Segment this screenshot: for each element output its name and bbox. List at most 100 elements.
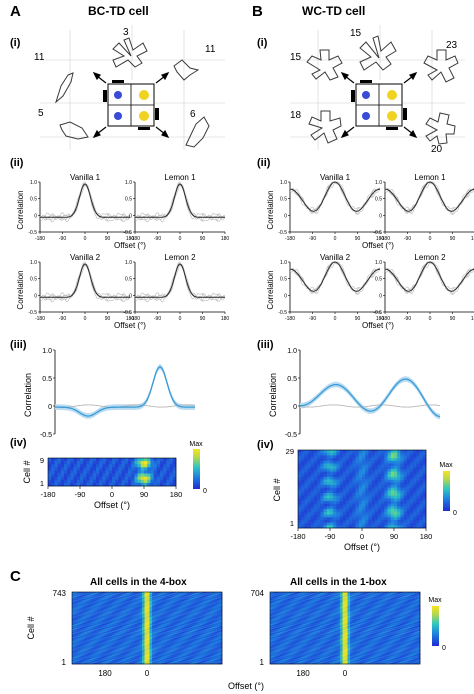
heat-cell: [374, 519, 379, 523]
heat-cell: [339, 471, 344, 475]
heat-cell: [107, 593, 110, 595]
heat-cell: [147, 606, 150, 608]
heat-cell: [406, 506, 411, 510]
heat-cell: [320, 490, 324, 494]
heat-cell: [184, 624, 188, 627]
heat-cell: [94, 612, 98, 614]
panel-title-b: WC-TD cell: [302, 4, 365, 18]
heat-cell: [89, 645, 93, 647]
heat-cell: [209, 596, 213, 598]
heat-cell: [314, 476, 318, 480]
heat-cell: [152, 594, 155, 596]
heat-cell: [197, 624, 200, 627]
heat-cell: [187, 642, 190, 644]
heat-cell: [117, 611, 120, 613]
heat-cell: [112, 638, 115, 640]
heat-cell: [413, 463, 417, 467]
heat-cell: [117, 623, 120, 626]
heat-cell: [107, 637, 110, 639]
heat-cell: [406, 511, 411, 515]
heat-cell: [323, 458, 328, 462]
heat-cell: [149, 596, 153, 598]
heat-cell: [358, 498, 363, 502]
heat-cell: [172, 617, 175, 620]
heat-cell: [381, 490, 385, 494]
heat-cell: [410, 463, 414, 467]
heat-cell: [157, 600, 160, 602]
heat-cell: [192, 609, 195, 611]
heat-cell: [82, 629, 85, 631]
heat-cell: [157, 602, 160, 604]
heat-cell: [416, 463, 420, 467]
heat-cell: [177, 615, 180, 617]
heat-cell: [139, 602, 143, 604]
cell-top-b: 29: [286, 447, 294, 456]
heat-cell: [362, 522, 366, 526]
heat-cell: [219, 601, 223, 603]
heat-cell: [317, 525, 321, 529]
heat-cell: [152, 614, 155, 616]
heat-cell: [381, 460, 385, 464]
heat-cell: [202, 596, 205, 598]
heat-cell: [67, 470, 71, 474]
heat-cell: [129, 609, 133, 611]
heat-cell: [202, 626, 205, 629]
heat-cell: [119, 629, 123, 631]
heat-cell: [97, 643, 100, 645]
heat-cell: [326, 458, 331, 462]
heat-cell: [92, 634, 95, 636]
heat-cell: [169, 620, 173, 623]
heat-cell: [109, 635, 113, 637]
heat-cell: [114, 635, 118, 637]
heat-cell: [310, 498, 315, 502]
heat-cell: [86, 464, 90, 468]
heat-cell: [342, 460, 347, 464]
heat-cell: [149, 628, 153, 630]
heat-cell: [89, 639, 93, 641]
heat-cell: [422, 493, 427, 497]
heat-cell: [169, 642, 173, 644]
heat-cell: [416, 503, 420, 507]
heat-cell: [94, 601, 98, 603]
heat-cell: [304, 452, 308, 456]
heat-cell: [416, 501, 420, 505]
heat-cell: [355, 458, 360, 462]
heat-cell: [419, 522, 424, 526]
x-tick-label: 90: [450, 316, 456, 322]
heat-cell: [207, 624, 210, 627]
heat-cell: [137, 615, 140, 617]
heat-cell: [152, 603, 155, 605]
heat-cell: [152, 615, 155, 617]
heat-cell: [107, 599, 110, 601]
heat-cell: [394, 495, 398, 499]
heat-cell: [202, 606, 205, 608]
heat-cell: [149, 595, 153, 597]
heat-cell: [67, 458, 71, 462]
heat-cell: [102, 603, 105, 605]
heat-cell: [87, 604, 90, 606]
heat-cell: [362, 495, 366, 499]
heat-cell: [137, 596, 140, 598]
heat-cell: [97, 611, 100, 613]
heat-cell: [137, 632, 140, 634]
heat-cell: [298, 450, 302, 453]
heat-cell: [104, 623, 108, 626]
heat-cell: [128, 470, 132, 474]
heat-cell: [112, 601, 115, 603]
heat-cell: [406, 479, 411, 483]
heat-cell: [162, 636, 165, 638]
heat-cell: [346, 490, 350, 494]
heat-cell: [320, 514, 324, 518]
heat-cell: [207, 593, 210, 595]
heat-cell: [122, 638, 125, 640]
heat-cell: [132, 595, 135, 597]
heat-cell: [169, 600, 173, 602]
heat-cell: [72, 620, 75, 623]
heat-cell: [209, 619, 213, 622]
heat-cell: [209, 624, 213, 627]
heat-cell: [154, 636, 158, 638]
heat-cell: [79, 642, 83, 644]
ratemaps-b: 15 15 23 18 20: [290, 25, 465, 155]
panel-letter-a: A: [10, 3, 21, 20]
heat-cell: [112, 603, 115, 605]
